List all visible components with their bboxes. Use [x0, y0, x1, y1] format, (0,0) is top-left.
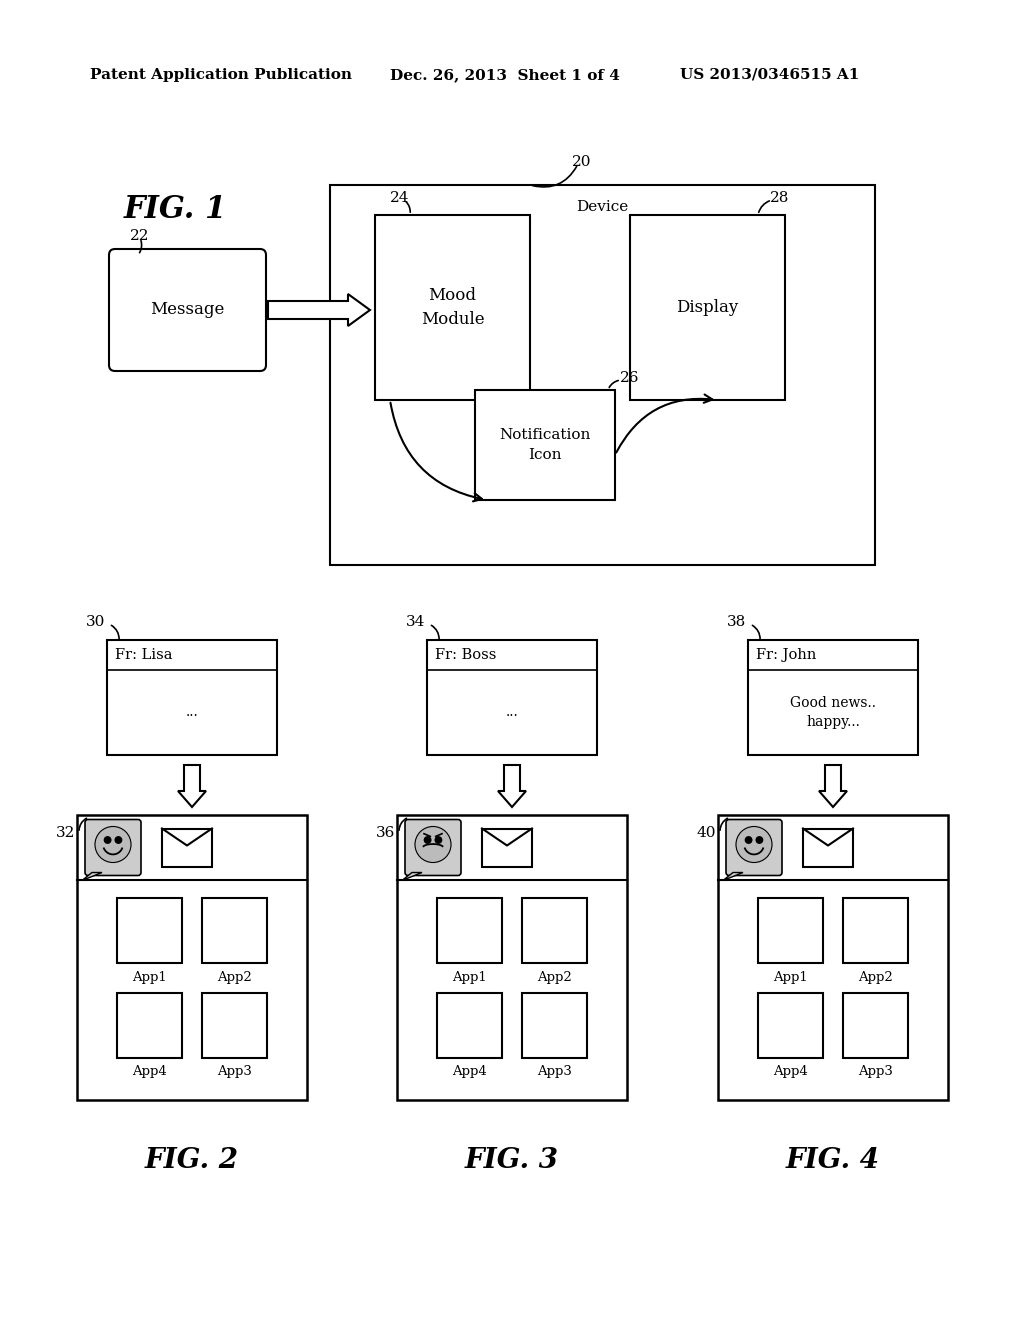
FancyBboxPatch shape	[85, 820, 141, 875]
Text: App1: App1	[453, 970, 486, 983]
Text: App1: App1	[132, 970, 167, 983]
FancyArrow shape	[268, 294, 370, 326]
Text: 20: 20	[572, 154, 592, 169]
Bar	[630, 215, 785, 400]
Text: App3: App3	[537, 1065, 572, 1078]
FancyArrow shape	[178, 766, 206, 807]
Circle shape	[104, 837, 111, 843]
Text: Good news..
happy...: Good news.. happy...	[790, 696, 876, 729]
Text: FIG. 4: FIG. 4	[786, 1147, 880, 1173]
Text: US 2013/0346515 A1: US 2013/0346515 A1	[680, 69, 859, 82]
Bar	[77, 814, 307, 1100]
Bar	[843, 993, 908, 1059]
Bar	[718, 814, 948, 1100]
Circle shape	[435, 837, 441, 843]
Text: Device: Device	[577, 201, 629, 214]
Text: 28: 28	[770, 191, 790, 205]
Bar	[522, 993, 587, 1059]
Bar	[330, 185, 874, 565]
Bar	[117, 898, 182, 964]
Text: 36: 36	[376, 826, 395, 840]
Text: Fr: Lisa: Fr: Lisa	[115, 648, 172, 663]
Text: 22: 22	[130, 228, 150, 243]
Text: FIG. 1: FIG. 1	[123, 194, 226, 226]
Bar	[437, 898, 502, 964]
Text: ...: ...	[185, 705, 199, 719]
Bar	[758, 993, 823, 1059]
Bar	[843, 898, 908, 964]
Text: FIG. 2: FIG. 2	[145, 1147, 239, 1173]
Text: 26: 26	[620, 371, 640, 385]
Bar	[397, 814, 627, 1100]
Bar	[106, 640, 278, 755]
Bar	[758, 898, 823, 964]
Text: 24: 24	[390, 191, 410, 205]
Text: 40: 40	[696, 826, 716, 840]
Text: 32: 32	[55, 826, 75, 840]
Circle shape	[736, 826, 772, 862]
Bar	[482, 829, 532, 866]
Bar	[202, 993, 267, 1059]
Text: App3: App3	[217, 1065, 252, 1078]
Text: App1: App1	[773, 970, 808, 983]
FancyArrow shape	[819, 766, 847, 807]
Text: FIG. 3: FIG. 3	[465, 1147, 559, 1173]
Text: 34: 34	[406, 615, 425, 630]
Text: ...: ...	[506, 705, 518, 719]
Polygon shape	[82, 873, 102, 880]
FancyBboxPatch shape	[109, 249, 266, 371]
Text: Fr: Boss: Fr: Boss	[435, 648, 497, 663]
Text: Patent Application Publication: Patent Application Publication	[90, 69, 352, 82]
Bar	[117, 993, 182, 1059]
Text: App4: App4	[132, 1065, 167, 1078]
Polygon shape	[723, 873, 743, 880]
FancyBboxPatch shape	[406, 820, 461, 875]
Bar	[748, 640, 918, 755]
Bar	[522, 898, 587, 964]
Text: Fr: John: Fr: John	[756, 648, 816, 663]
Circle shape	[745, 837, 752, 843]
FancyBboxPatch shape	[726, 820, 782, 875]
Bar	[803, 829, 853, 866]
Text: Notification
Icon: Notification Icon	[500, 428, 591, 462]
Text: Display: Display	[677, 300, 738, 315]
FancyArrow shape	[498, 766, 526, 807]
Text: Message: Message	[151, 301, 224, 318]
Text: App3: App3	[858, 1065, 893, 1078]
Bar	[375, 215, 530, 400]
Text: App2: App2	[858, 970, 893, 983]
Text: App2: App2	[217, 970, 252, 983]
Circle shape	[756, 837, 763, 843]
Text: Dec. 26, 2013  Sheet 1 of 4: Dec. 26, 2013 Sheet 1 of 4	[390, 69, 620, 82]
Circle shape	[415, 826, 451, 862]
Text: App4: App4	[453, 1065, 486, 1078]
Bar	[427, 640, 597, 755]
Text: App4: App4	[773, 1065, 808, 1078]
Circle shape	[115, 837, 122, 843]
Bar	[202, 898, 267, 964]
Text: Mood
Module: Mood Module	[421, 286, 484, 329]
Text: 38: 38	[727, 615, 746, 630]
Bar	[437, 993, 502, 1059]
Circle shape	[95, 826, 131, 862]
Text: 30: 30	[86, 615, 105, 630]
Bar	[475, 389, 615, 500]
Text: App2: App2	[538, 970, 571, 983]
Bar	[162, 829, 212, 866]
Circle shape	[424, 837, 431, 843]
Polygon shape	[402, 873, 422, 880]
